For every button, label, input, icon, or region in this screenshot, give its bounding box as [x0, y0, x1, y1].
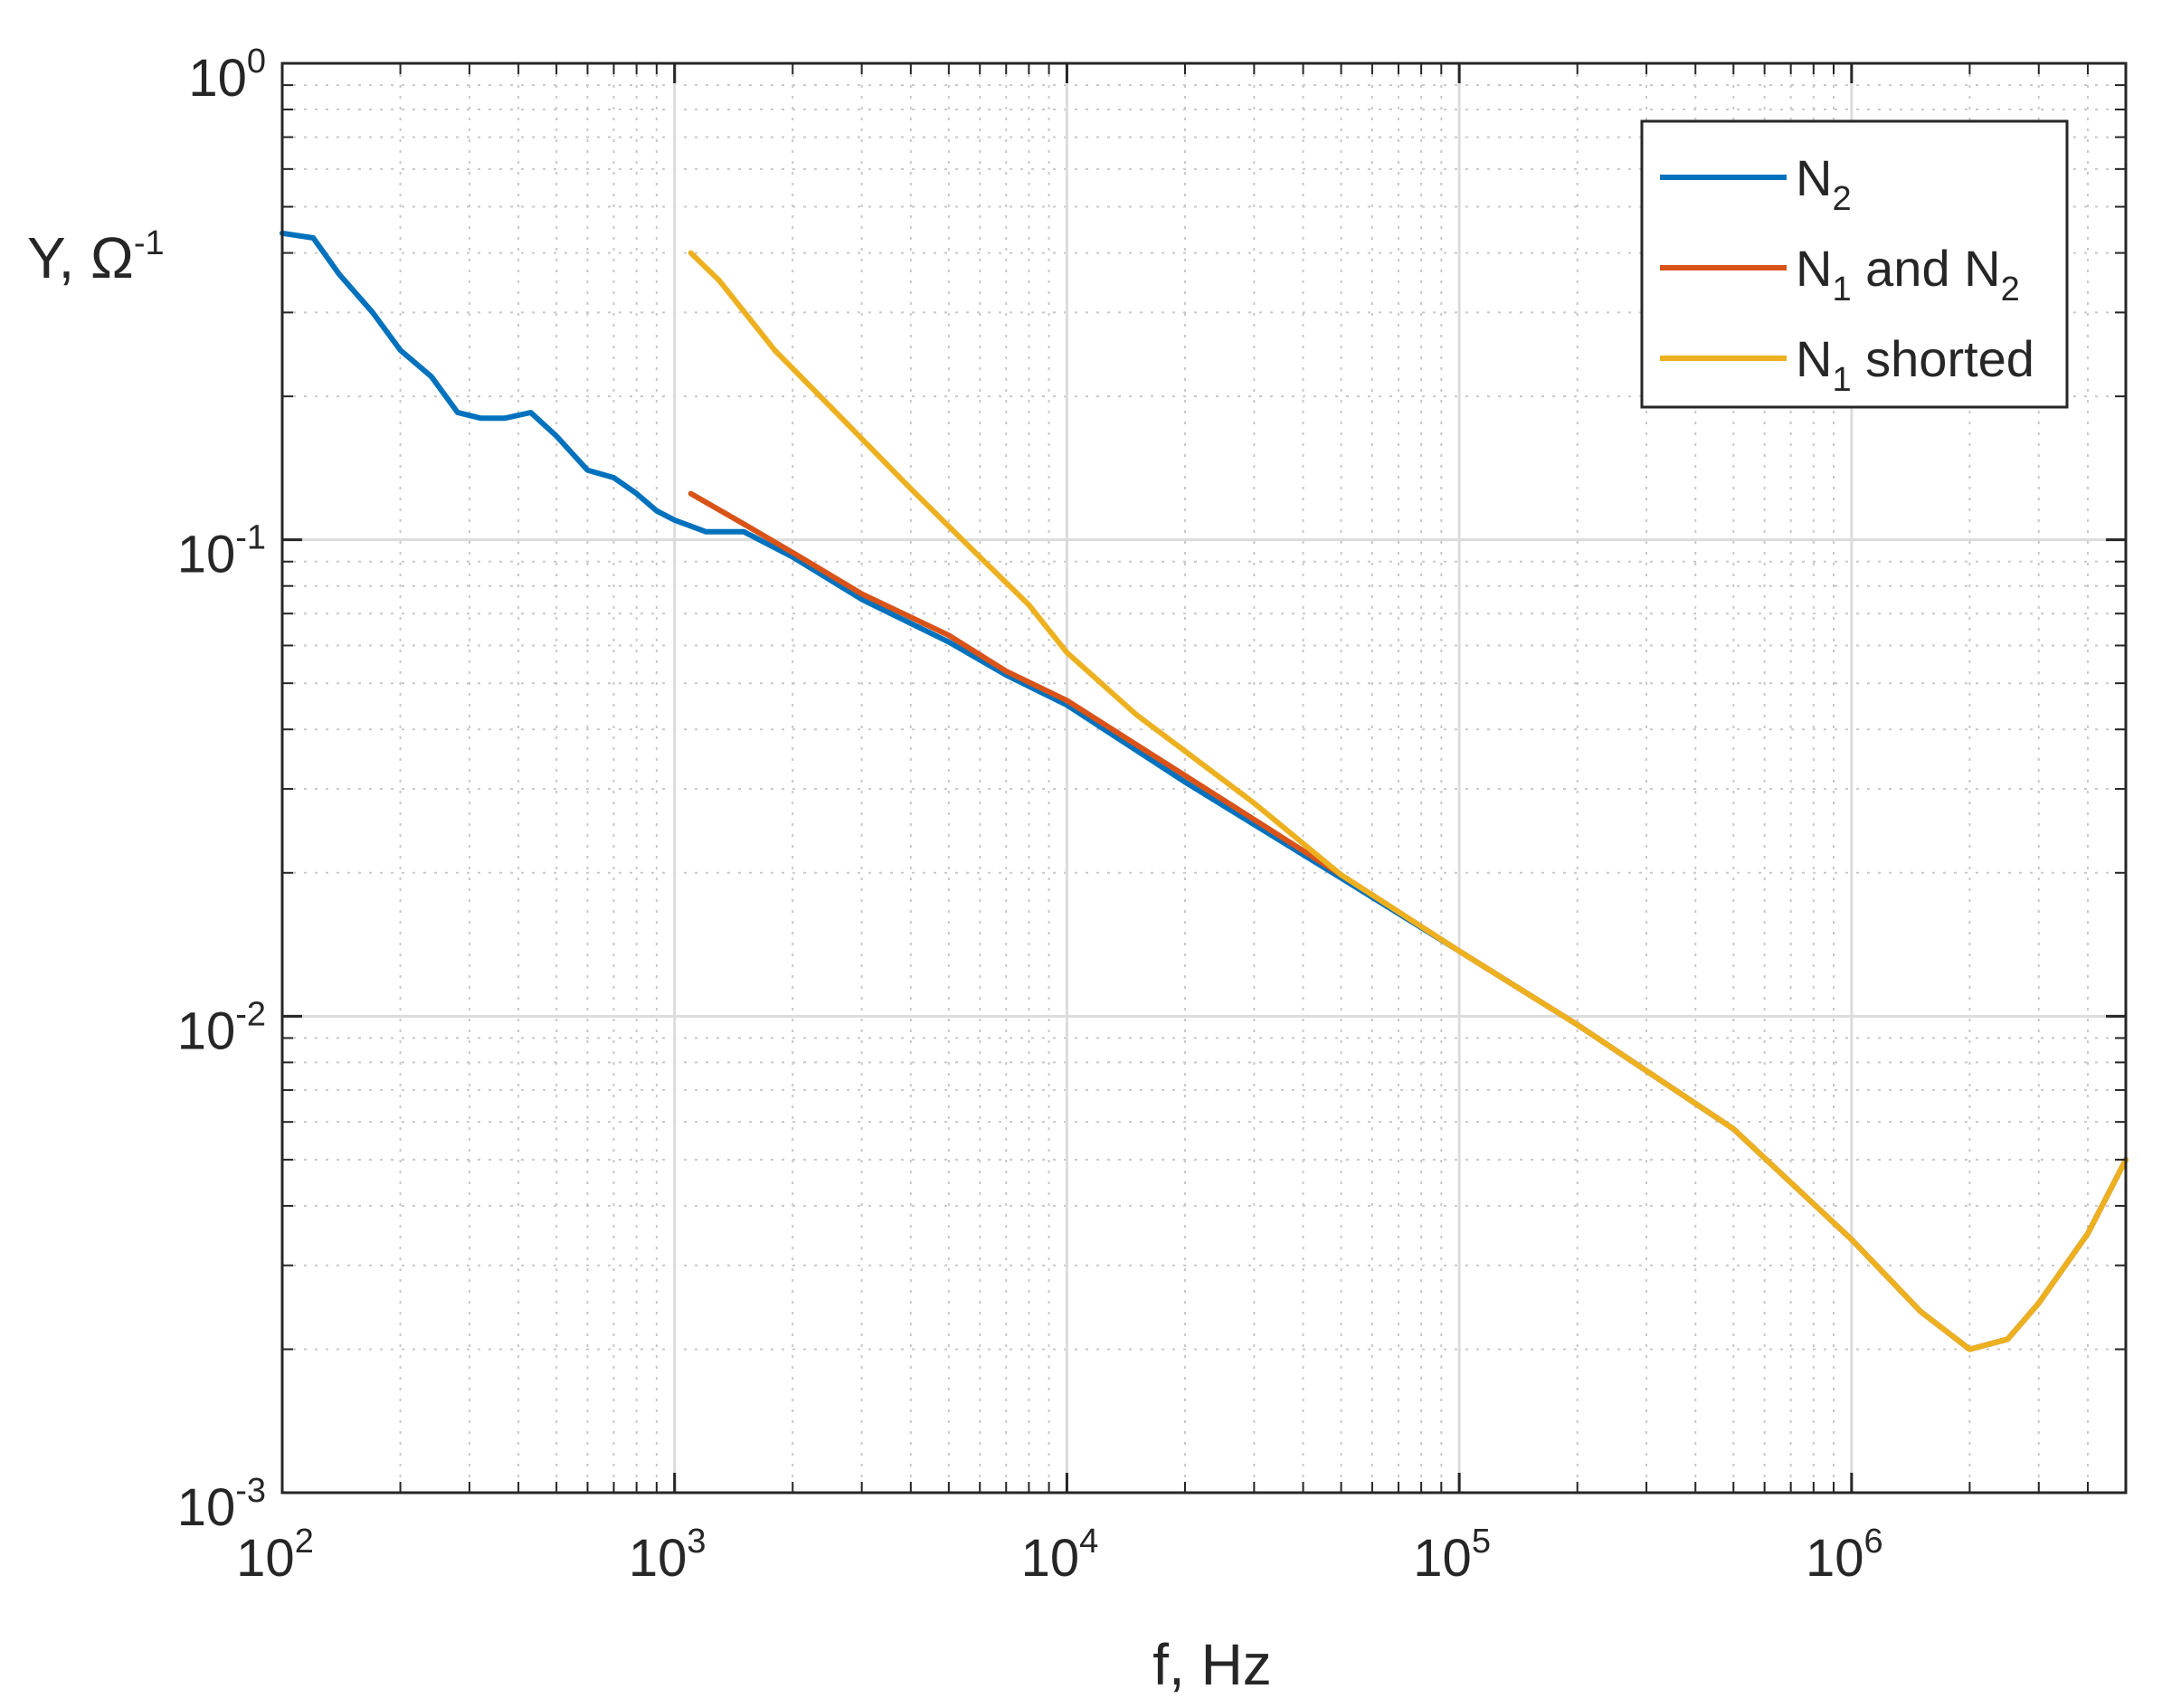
legend-label-1: N1 and N2 — [1796, 240, 2020, 308]
y-axis-label-base: Y, Ω — [27, 225, 134, 290]
x-tick-label: 102 — [236, 1523, 314, 1588]
y-tick-labels: 10-3 10-2 10-1 100 — [177, 43, 266, 1537]
legend-label-2: N1 shorted — [1796, 330, 2034, 399]
y-axis-label-exponent: -1 — [134, 224, 165, 262]
x-tick-label: 103 — [629, 1523, 706, 1588]
series-layer — [280, 230, 2129, 1352]
series-line-2 — [687, 250, 2129, 1352]
y-axis-label: Y, Ω-1 — [27, 224, 165, 290]
y-tick-label: 10-2 — [177, 995, 266, 1060]
x-tick-label: 106 — [1806, 1523, 1883, 1588]
x-tick-labels: 102 103 104 105 106 — [236, 1523, 1883, 1588]
x-tick-label: 104 — [1021, 1523, 1099, 1588]
tick-marks — [280, 62, 2127, 1494]
y-tick-label: 10-3 — [177, 1472, 266, 1537]
x-axis-label: f, Hz — [1152, 1632, 1272, 1697]
x-tick-label: 105 — [1413, 1523, 1491, 1588]
y-tick-label: 10-1 — [177, 519, 266, 584]
y-tick-label: 100 — [188, 43, 266, 108]
plot-frame — [280, 62, 2128, 1494]
legend: N2 N1 and N2 N1 shorted — [1640, 119, 2069, 409]
legend-label-0: N2 — [1796, 149, 1852, 218]
